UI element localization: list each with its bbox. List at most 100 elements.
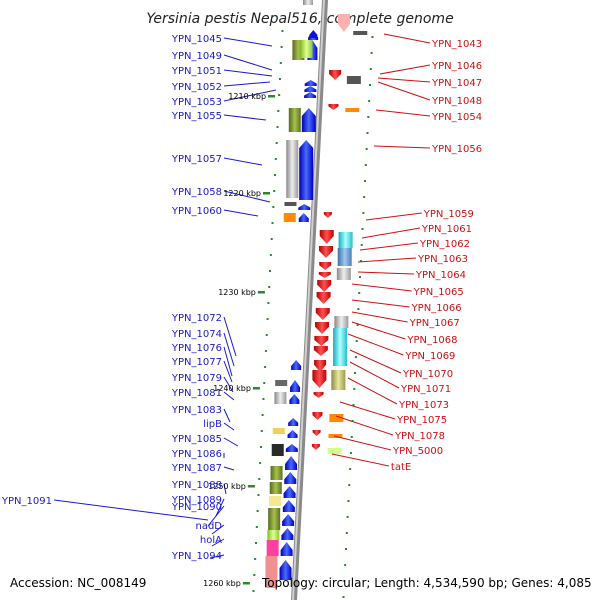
forward-gene-arrow (285, 444, 298, 452)
gc-dot (344, 564, 347, 566)
forward-gene-arrow (290, 380, 301, 392)
gene-label[interactable]: YPN_1072 (171, 313, 222, 324)
gc-dot (363, 196, 366, 198)
gene-label[interactable]: YPN_1086 (171, 449, 222, 460)
label-connector-line (223, 391, 235, 401)
gene-label[interactable]: YPN_1053 (171, 97, 222, 108)
gc-dot (280, 46, 283, 48)
gene-label[interactable]: YPN_1079 (171, 373, 222, 384)
cog-block (265, 556, 278, 588)
gene-label[interactable]: YPN_1081 (171, 388, 222, 399)
gc-dot (348, 484, 351, 486)
gene-label[interactable]: YPN_1066 (411, 303, 462, 314)
gene-label[interactable]: YPN_1090 (171, 502, 222, 513)
cog-block (333, 328, 348, 366)
label-connector-line (361, 227, 420, 239)
gene-label[interactable]: YPN_1049 (171, 51, 222, 62)
gene-label[interactable]: YPN_5000 (392, 446, 443, 457)
cog-block (268, 508, 281, 530)
gc-dot (370, 52, 373, 54)
gene-label[interactable]: YPN_1070 (402, 369, 453, 380)
gene-label[interactable]: YPN_1058 (171, 187, 222, 198)
gene-label[interactable]: YPN_1069 (404, 351, 455, 362)
forward-gene-arrow (284, 472, 297, 484)
gene-label[interactable]: YPN_1083 (171, 405, 222, 416)
gene-label[interactable]: YPN_1073 (398, 400, 449, 411)
gc-dot (353, 388, 356, 390)
gene-label[interactable]: YPN_1043 (431, 39, 482, 50)
gene-label[interactable]: YPN_1046 (431, 61, 482, 72)
forward-gene-arrow (287, 430, 298, 438)
gene-label[interactable]: YPN_1087 (171, 463, 222, 474)
gene-label[interactable]: YPN_1064 (415, 270, 466, 281)
gene-label[interactable]: YPN_1057 (171, 154, 222, 165)
label-connector-line (357, 271, 414, 275)
gene-label[interactable]: YPN_1061 (421, 224, 472, 235)
gene-label[interactable]: YPN_1077 (171, 357, 222, 368)
forward-gene-arrow (304, 80, 317, 86)
forward-gene-arrow (299, 140, 314, 200)
reverse-gene-arrow (316, 292, 331, 304)
gene-label[interactable]: YPN_1047 (431, 78, 482, 89)
reverse-gene-arrow (318, 272, 331, 278)
gene-label[interactable]: YPN_1074 (171, 329, 222, 340)
gc-dot (260, 430, 263, 432)
label-connector-line (335, 415, 394, 436)
cog-block (300, 40, 313, 58)
cog-block (346, 76, 361, 84)
gc-dot (350, 436, 353, 438)
gene-label[interactable]: YPN_1051 (171, 66, 222, 77)
label-connector-line (223, 332, 235, 367)
gene-label[interactable]: YPN_1065 (413, 287, 464, 298)
gene-label[interactable]: YPN_1062 (419, 239, 470, 250)
gc-dot (275, 142, 278, 144)
gc-dot (264, 350, 267, 352)
cog-block (288, 108, 301, 132)
gc-dot (256, 510, 259, 512)
gene-label[interactable]: YPN_1078 (394, 431, 445, 442)
gene-label[interactable]: YPN_1054 (431, 112, 482, 123)
reverse-gene-arrow (312, 412, 323, 420)
gene-label[interactable]: YPN_1048 (431, 96, 482, 107)
kbp-tick-mark (247, 485, 255, 488)
gene-label[interactable]: YPN_1059 (423, 209, 474, 220)
label-connector-line (207, 505, 225, 527)
label-connector-line (351, 283, 412, 292)
gene-label[interactable]: YPN_1060 (171, 206, 222, 217)
gene-label[interactable]: YPN_1091 (1, 496, 52, 507)
reverse-gene-arrow (317, 280, 332, 292)
gene-label[interactable]: YPN_1068 (406, 335, 457, 346)
cog-block (271, 444, 284, 456)
gene-label[interactable]: YPN_1067 (409, 318, 460, 329)
gene-label[interactable]: YPN_1085 (171, 434, 222, 445)
gene-label[interactable]: YPN_1055 (171, 111, 222, 122)
gene-label[interactable]: tatE (391, 462, 411, 473)
label-connector-line (351, 321, 406, 340)
gene-label[interactable]: YPN_1094 (171, 551, 222, 562)
label-connector-line (223, 316, 237, 357)
gene-label[interactable]: YPN_1089 (171, 495, 222, 506)
gene-label[interactable]: YPN_1088 (171, 480, 222, 491)
gc-dot (366, 132, 369, 134)
gc-dot (268, 286, 271, 288)
gene-label[interactable]: lipB (203, 419, 222, 430)
gene-label[interactable]: YPN_1052 (171, 82, 222, 93)
label-connector-line (373, 145, 431, 149)
kbp-tick-label: 1210 kbp (228, 92, 266, 101)
gc-dot (278, 94, 281, 96)
gc-dot (369, 68, 372, 70)
gene-label[interactable]: YPN_1071 (400, 384, 451, 395)
gc-dot (355, 340, 358, 342)
label-connector-line (223, 376, 234, 393)
gene-label[interactable]: holA (200, 535, 222, 546)
gene-label[interactable]: YPN_1056 (431, 144, 482, 155)
gc-dot (368, 84, 371, 86)
gene-label[interactable]: YPN_1063 (417, 254, 468, 265)
gene-label[interactable]: YPN_1075 (396, 415, 447, 426)
gene-label[interactable]: YPN_1045 (171, 34, 222, 45)
gc-dot (274, 174, 277, 176)
label-connector-line (349, 349, 402, 374)
label-connector-line (223, 360, 233, 383)
gene-label[interactable]: nadD (195, 521, 222, 532)
gene-label[interactable]: YPN_1076 (171, 343, 222, 354)
